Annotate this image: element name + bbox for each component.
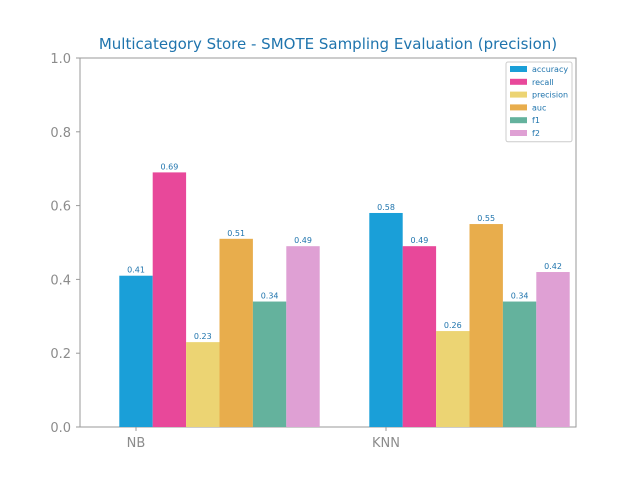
legend-label: auc [532,103,546,112]
legend-swatch-recall [510,78,527,85]
data-label: 0.23 [194,332,212,341]
x-axis: NB KNN [127,427,400,451]
bar-auc [469,224,503,427]
data-label: 0.51 [227,229,245,238]
data-label: 0.34 [261,292,279,301]
data-label: 0.49 [410,236,428,245]
plot-area-frame [79,57,577,428]
legend-label: f2 [532,129,540,138]
data-label: 0.55 [477,214,495,223]
bar-f2 [536,272,570,427]
bar-accuracy [369,212,403,427]
data-label: 0.26 [444,321,462,330]
bar-recall [402,246,437,427]
chart-title: Multicategory Store - SMOTE Sampling Eva… [99,35,557,53]
bar-recall [152,172,187,427]
bar-precision [186,342,220,427]
y-axis: 0.0 0.2 0.4 0.6 0.8 1.0 [50,52,80,436]
legend-label: precision [532,91,568,100]
bar-f2 [286,246,320,427]
y-tick-label: 0.0 [50,421,71,436]
y-tick-label: 0.8 [50,126,71,141]
legend-swatch-auc [510,104,527,111]
y-tick-label: 0.6 [50,200,71,215]
data-label: 0.34 [511,292,529,301]
bar-auc [219,238,253,427]
y-tick-label: 0.4 [50,273,71,288]
data-labels-group: 0.41 0.69 0.23 0.51 0.34 0.49 0.58 0.49 0.26 0.55… [127,162,562,341]
legend-swatch-precision [510,91,527,98]
legend-swatch-f2 [510,130,527,136]
legend-label: accuracy [532,65,568,74]
bar-precision [436,331,470,427]
bar-f1 [502,301,537,427]
data-label: 0.41 [127,266,145,275]
data-label: 0.69 [160,162,178,171]
legend-label: f1 [532,116,540,125]
data-label: 0.58 [377,203,395,212]
legend-label: recall [532,78,554,87]
x-tick-label: NB [127,436,146,451]
legend-swatch-accuracy [510,66,527,72]
legend: accuracy recall precision auc f1 f2 [505,61,573,143]
bar-accuracy [119,275,153,427]
data-label: 0.42 [544,262,562,271]
y-tick-label: 1.0 [50,52,71,67]
y-tick-label: 0.2 [50,347,71,362]
legend-swatch-f1 [510,117,527,124]
x-tick-label: KNN [372,436,400,451]
bar-f1 [252,301,287,427]
bars-group [119,172,570,427]
data-label: 0.49 [294,236,312,245]
